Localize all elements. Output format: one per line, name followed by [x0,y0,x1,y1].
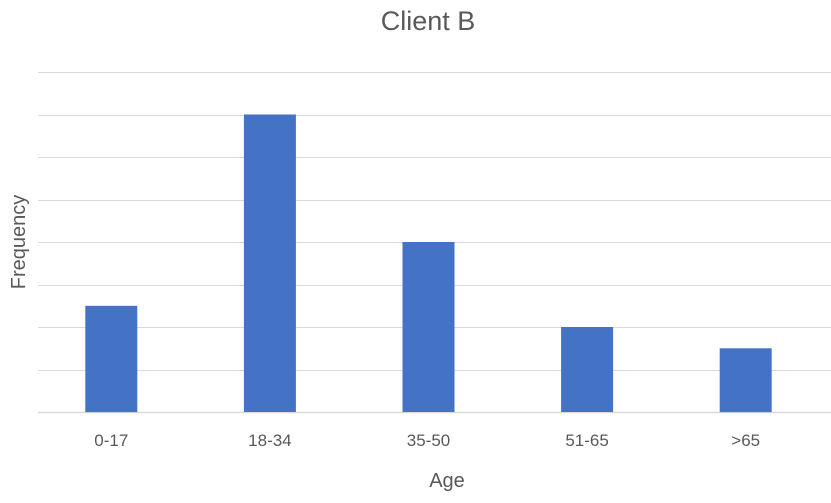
bar-18-34 [243,114,296,412]
bar-51-65 [561,327,614,412]
x-tick-label: 18-34 [248,431,291,450]
x-tick-label: 51-65 [565,431,608,450]
x-tick-label: >65 [731,431,760,450]
x-tick-label: 35-50 [407,431,450,450]
bar-65 [719,348,772,413]
chart-title: Client B [381,6,476,36]
bar-0-17 [85,305,138,413]
bar-35-50 [402,242,455,412]
bars [85,114,772,413]
x-tick-label: 0-17 [94,431,128,450]
x-axis-label: Age [429,470,465,492]
y-axis-label: Frequency [8,195,30,290]
x-tick-labels: 0-17 18-34 35-50 51-65 >65 [94,431,760,450]
